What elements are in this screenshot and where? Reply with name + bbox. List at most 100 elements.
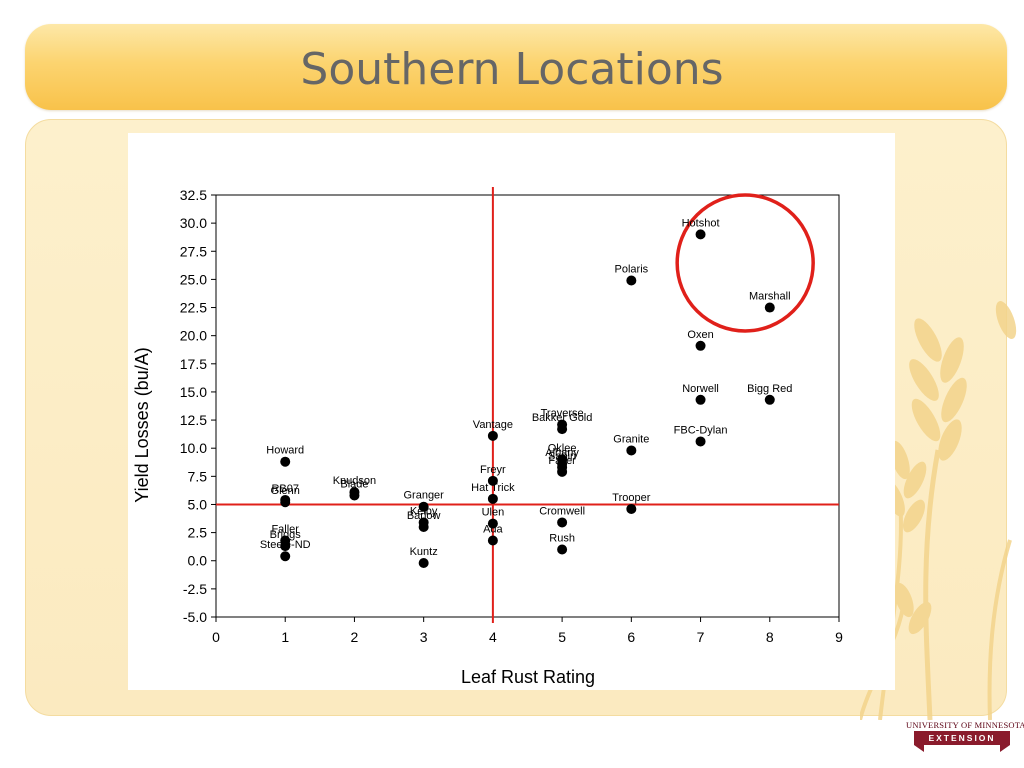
y-tick-label: 15.0: [180, 384, 207, 400]
point-label: Granite: [613, 433, 649, 445]
data-point: [695, 436, 706, 447]
data-point: [280, 497, 291, 508]
point-label: Ada: [483, 523, 503, 535]
data-point: [487, 430, 498, 441]
y-axis-label: Yield Losses (bu/A): [132, 347, 152, 502]
axes-layer: -5.0 -2.5 0.0 2.5 5.0 7.5 10.0 12.5 15.0 17.5 20.0…: [180, 187, 843, 645]
y-tick-label: 32.5: [180, 187, 207, 203]
point-label: Rush: [549, 532, 575, 544]
point-label: Vantage: [473, 419, 513, 431]
logo-extension-band: EXTENSION: [914, 731, 1010, 745]
point-labels: Hotshot Polaris Marshall Oxen Norwell Bigg Re…: [260, 217, 793, 558]
data-points: [280, 229, 775, 568]
point-label: Barlow: [407, 510, 441, 522]
point-label: Hat Trick: [471, 482, 515, 494]
point-label: Faller: [548, 455, 576, 467]
slide-title: Southern Locations: [300, 44, 724, 95]
data-point: [626, 503, 637, 514]
data-point: [280, 541, 291, 552]
data-point: [695, 394, 706, 405]
data-point: [487, 518, 498, 529]
data-point: [418, 557, 429, 568]
data-point: [487, 493, 498, 504]
y-tick-label: 22.5: [180, 300, 207, 316]
x-tick-label: 8: [766, 629, 774, 645]
data-point: [557, 517, 568, 528]
x-axis-label: Leaf Rust Rating: [461, 667, 595, 687]
y-tick-label: 10.0: [180, 440, 207, 456]
data-point: [418, 521, 429, 532]
y-tick-label: 5.0: [188, 496, 208, 512]
x-tick-label: 2: [351, 629, 359, 645]
y-tick-label: -2.5: [183, 581, 207, 597]
point-label: Traverse: [541, 408, 584, 420]
y-tick-label: 12.5: [180, 412, 207, 428]
x-tick-label: 4: [489, 629, 497, 645]
x-tick-label: 3: [420, 629, 428, 645]
data-point: [487, 475, 498, 486]
logo-band-tip-right: [1000, 745, 1010, 752]
point-label: Trooper: [612, 492, 650, 504]
point-label: Polaris: [615, 264, 649, 276]
data-point: [626, 275, 637, 286]
x-tick-label: 0: [212, 629, 220, 645]
data-point: [280, 551, 291, 562]
y-tick-label: 0.0: [188, 553, 208, 569]
data-point: [487, 535, 498, 546]
y-tick-label: 2.5: [188, 525, 208, 541]
y-tick-label: 25.0: [180, 271, 207, 287]
point-label: Blade: [340, 478, 368, 490]
data-point: [557, 466, 568, 477]
point-label: Marshall: [749, 291, 791, 303]
y-tick-label: -5.0: [183, 609, 207, 625]
data-point: [764, 302, 775, 313]
point-label: Briggs: [270, 529, 302, 541]
university-logo: UNIVERSITY OF MINNESOTA EXTENSION: [906, 718, 1024, 758]
y-tick-label: 17.5: [180, 356, 207, 372]
point-label: Albany: [545, 447, 579, 459]
point-label: Oklee: [548, 442, 577, 454]
data-point: [557, 424, 568, 435]
point-label: Oxen: [687, 329, 713, 341]
chart-card: -5.0 -2.5 0.0 2.5 5.0 7.5 10.0 12.5 15.0 17.5 20.0…: [128, 133, 895, 690]
logo-university-text: UNIVERSITY OF MINNESOTA: [906, 720, 1024, 730]
point-label: FBC-Dylan: [674, 424, 728, 436]
point-label: Ulen: [482, 507, 505, 519]
point-label: Faller: [271, 523, 299, 535]
y-tick-label: 27.5: [180, 243, 207, 259]
x-tick-label: 7: [697, 629, 705, 645]
data-point: [557, 544, 568, 555]
point-label: Hotshot: [682, 217, 720, 229]
point-label: Bigg Red: [747, 383, 792, 395]
point-label: Cromwell: [539, 505, 585, 517]
point-label: Granger: [403, 490, 444, 502]
logo-band-tip-left: [914, 745, 924, 752]
scatter-chart: -5.0 -2.5 0.0 2.5 5.0 7.5 10.0 12.5 15.0 17.5 20.0…: [132, 187, 843, 687]
point-label: Knudson: [333, 475, 376, 487]
data-point: [695, 229, 706, 240]
data-point: [349, 490, 360, 501]
y-tick-label: 20.0: [180, 328, 207, 344]
point-label: Norwell: [682, 383, 719, 395]
data-point: [280, 456, 291, 467]
point-label: Kelby: [410, 505, 438, 517]
x-tick-label: 9: [835, 629, 843, 645]
highlight-circle: [675, 193, 815, 333]
point-label: Howard: [266, 445, 304, 457]
data-point: [626, 445, 637, 456]
point-label: Bakker Gold: [532, 412, 593, 424]
reference-lines: [216, 187, 839, 623]
x-tick-label: 5: [558, 629, 566, 645]
point-label: Sabin: [548, 450, 576, 462]
x-tick-label: 1: [281, 629, 289, 645]
data-point: [418, 501, 429, 512]
point-label: Kuntz: [410, 546, 438, 558]
y-tick-label: 7.5: [188, 468, 208, 484]
y-tick-label: 30.0: [180, 215, 207, 231]
data-point: [695, 340, 706, 351]
point-label: Steele-ND: [260, 539, 311, 551]
plot-frame: [215, 194, 840, 618]
x-tick-label: 6: [627, 629, 635, 645]
point-label: Glenn: [271, 485, 300, 497]
point-label: Freyr: [480, 464, 506, 476]
